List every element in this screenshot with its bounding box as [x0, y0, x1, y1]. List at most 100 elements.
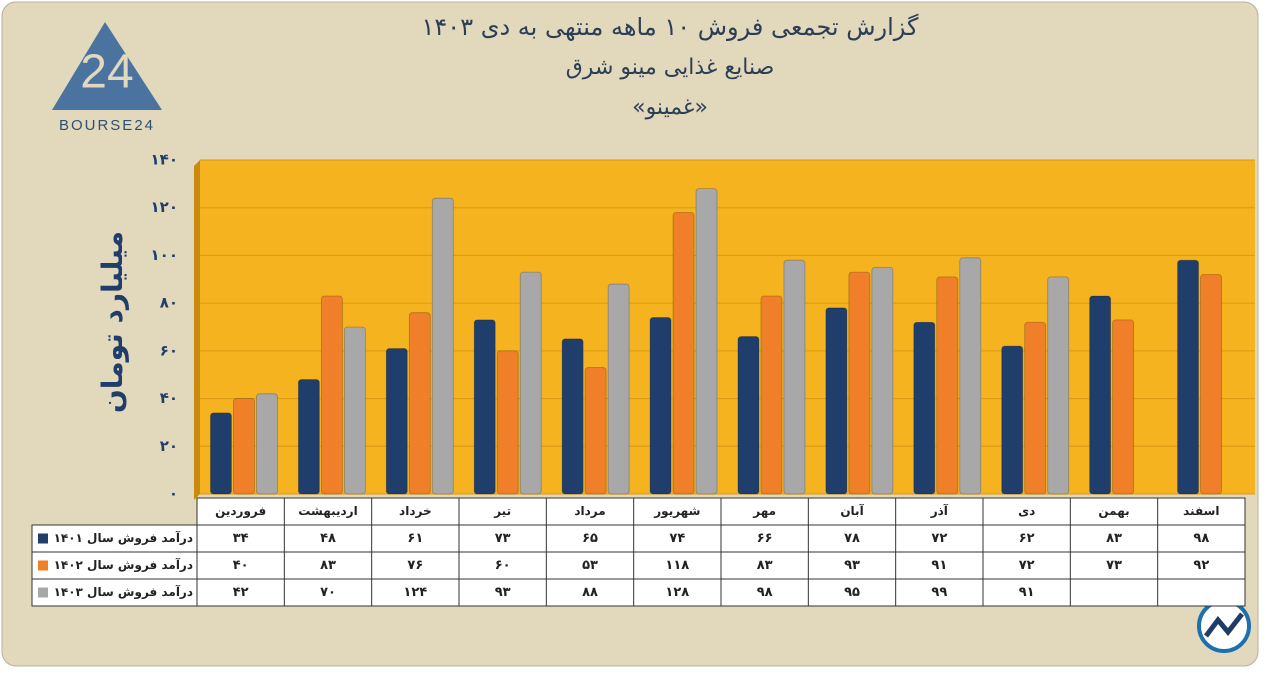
bar: [320, 295, 343, 495]
data-label: ۴۲: [233, 585, 249, 600]
annotation: «غمینو»: [632, 95, 708, 120]
x-tick-label: تیر: [493, 504, 511, 518]
y-tick-label: ۴۰: [160, 389, 178, 407]
y-tick-label: ۱۲۰: [151, 198, 178, 216]
corner-icon-line: [1204, 612, 1244, 638]
bar: [871, 266, 894, 495]
bar: [408, 312, 431, 495]
data-label: ۸۳: [757, 558, 773, 573]
data-label: ۶۰: [495, 558, 511, 573]
x-tick-label: آذر: [930, 503, 949, 518]
data-label: ۱۲۴: [403, 585, 427, 600]
data-label: ۸۸: [582, 585, 598, 600]
y-tick-label: ۸۰: [160, 294, 178, 312]
bar: [519, 271, 542, 495]
bar: [1177, 259, 1199, 495]
data-label: ۹۹: [931, 585, 947, 600]
data-label: ۷۸: [844, 531, 860, 546]
data-label: ۶۲: [1019, 531, 1035, 546]
bar: [496, 350, 519, 495]
y-tick-label: ۰: [169, 485, 178, 503]
data-label: ۷۳: [1106, 558, 1122, 573]
data-label: ۷۲: [931, 531, 947, 546]
bar: [607, 283, 630, 495]
bar: [825, 307, 848, 495]
bar: [672, 212, 695, 495]
x-tick-label: آبان: [840, 503, 864, 518]
bar: [649, 317, 672, 495]
logo-text: BOURSE24: [59, 117, 155, 134]
data-label: ۹۵: [844, 585, 860, 600]
bar: [297, 379, 320, 495]
bar: [959, 257, 982, 495]
data-label: ۷۲: [1019, 558, 1035, 573]
x-tick-label: شهریور: [653, 504, 700, 519]
bar: [848, 271, 871, 495]
y-tick-label: ۶۰: [160, 341, 178, 359]
legend-label: درآمد فروش سال ۱۴۰۱: [54, 530, 193, 546]
data-label: ۸۳: [1106, 531, 1122, 546]
x-tick-label: بهمن: [1098, 504, 1129, 518]
y-tick-label: ۲۰: [160, 437, 178, 455]
data-label: ۹۱: [931, 558, 947, 573]
logo-shape: [52, 22, 162, 110]
data-label: ۷۴: [669, 531, 685, 546]
legend-swatch: [38, 560, 48, 571]
y-tick-label: ۱۰۰: [151, 246, 178, 264]
bar: [584, 367, 607, 495]
data-label: ۶۶: [757, 531, 773, 546]
x-tick-label: مهر: [752, 504, 776, 518]
data-label: ۹۱: [1019, 585, 1035, 600]
bar: [1089, 295, 1112, 495]
y-axis-label: میلیارد تومان: [96, 231, 129, 413]
data-label: ۹۲: [1193, 558, 1209, 573]
x-tick-label: دی: [1018, 504, 1035, 518]
data-label: ۹۳: [844, 558, 860, 573]
y-tick-label: ۱۴۰: [151, 151, 178, 169]
legend-swatch: [38, 533, 48, 544]
legend-swatch: [38, 587, 48, 598]
legend-label: درآمد فروش سال ۱۴۰۲: [54, 557, 193, 573]
bar: [1001, 345, 1024, 495]
data-label: ۹۸: [757, 585, 773, 600]
data-label: ۳۴: [233, 531, 249, 546]
bar: [561, 338, 584, 495]
data-label: ۱۲۸: [665, 585, 689, 600]
x-tick-label: فروردین: [215, 504, 266, 519]
bar: [1200, 274, 1222, 495]
bar: [1024, 321, 1047, 495]
data-label: ۱۱۸: [665, 558, 689, 573]
bar: [431, 197, 454, 495]
bar: [233, 398, 255, 495]
legend-label: درآمد فروش سال ۱۴۰۳: [54, 584, 193, 600]
x-tick-label: اردیبهشت: [298, 504, 357, 518]
bar: [473, 319, 496, 495]
x-tick-label: خرداد: [399, 504, 432, 518]
bar: [913, 321, 936, 495]
data-label: ۵۳: [582, 558, 598, 573]
x-tick-label: مرداد: [574, 504, 605, 518]
data-label: ۹۸: [1193, 531, 1209, 546]
bar: [210, 412, 232, 495]
chart-subtitle: صنایع غذایی مینو شرق: [566, 55, 775, 80]
data-label: ۶۵: [582, 531, 598, 546]
bar: [737, 336, 760, 495]
data-label: ۴۸: [320, 531, 336, 546]
data-label: ۴۰: [233, 558, 249, 573]
bar: [1112, 319, 1135, 495]
data-label: ۷۰: [320, 585, 336, 600]
logo-mark: 24: [80, 46, 133, 99]
bar: [343, 326, 366, 495]
table-body: [31, 524, 1246, 607]
plot-side-wall: [194, 160, 200, 500]
data-label: ۹۳: [495, 585, 511, 600]
data-label: ۷۶: [407, 558, 423, 573]
data-label: ۸۳: [320, 558, 336, 573]
bar: [1047, 276, 1070, 495]
plot-area: [200, 160, 1255, 494]
x-tick-label: اسفند: [1183, 504, 1219, 518]
data-label: ۶۱: [407, 531, 423, 546]
data-label: ۷۳: [495, 531, 511, 546]
bar: [760, 295, 783, 495]
